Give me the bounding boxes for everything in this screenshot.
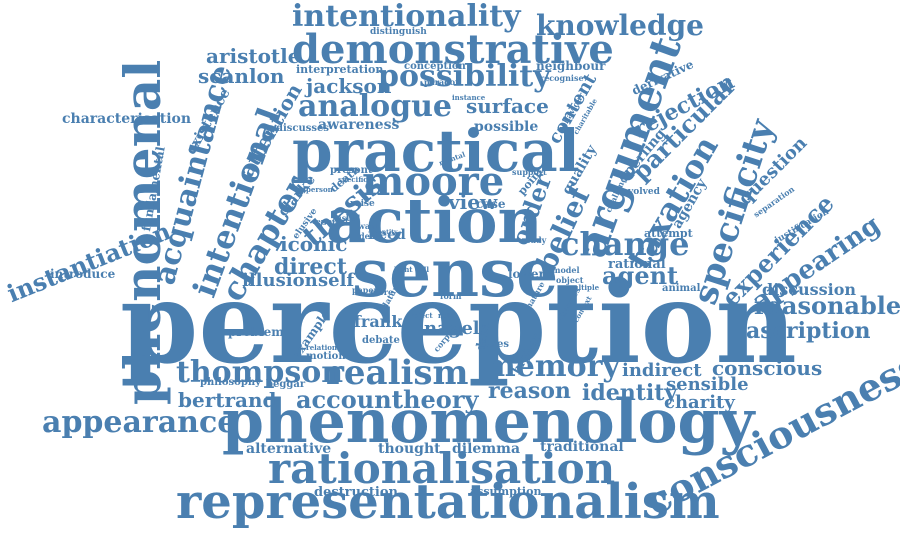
word-possible: possible (474, 119, 539, 135)
word-agent: agent (602, 261, 679, 290)
word-self: self (318, 270, 355, 291)
word-involved: involved (618, 187, 660, 197)
word-person: person (306, 185, 333, 194)
word-moore: moore (362, 158, 505, 205)
word-change: change (560, 225, 690, 263)
word-ascription: ascription (746, 318, 871, 344)
word-multiple: multiple (566, 283, 600, 292)
word-instance: instance (452, 93, 486, 102)
word-awareness: awareness (318, 117, 400, 133)
word-conception: conception (404, 61, 466, 72)
word-perception: perception (120, 258, 797, 389)
word-indirect: indirect (622, 360, 702, 381)
word-attempt: attempt (644, 227, 693, 240)
word-rationalisation: rationalisation (268, 444, 616, 493)
word-reject: reject (410, 311, 433, 320)
word-animal: animal (662, 283, 701, 294)
word-scanlon: scanlon (198, 64, 285, 88)
word-knowledge: knowledge (536, 9, 704, 42)
word-want: want (358, 221, 380, 231)
word-case: case (476, 197, 506, 211)
word-relation: relation (306, 343, 337, 352)
word-action: action (326, 184, 543, 257)
word-visual: visual (334, 213, 361, 223)
word-traditional: traditional (540, 439, 624, 455)
word-introduce: introduce (50, 267, 116, 281)
word-characterisation: characterisation (62, 111, 192, 127)
word-direct: direct (274, 254, 347, 280)
word-practical: practical (292, 117, 580, 185)
word-sensible: sensible (666, 374, 749, 395)
word-sortal: sortal (322, 217, 348, 227)
word-frank: frank (354, 312, 403, 331)
word-neighbour: neighbour (536, 59, 606, 73)
word-sense: sense (352, 234, 559, 312)
word-study: study (522, 235, 547, 245)
word-analogue: analogue (298, 89, 452, 124)
word-possibility: possibility (378, 59, 551, 94)
word-debate: debate (362, 335, 400, 346)
word-motion: motion (306, 351, 346, 362)
word-intentionality: intentionality (292, 0, 521, 34)
word-thought: thought (378, 441, 441, 457)
word-paradox: paradox (424, 77, 460, 87)
word-lower: lower (508, 267, 545, 281)
word-interpretation: interpretation (296, 63, 384, 76)
word-identity: identity (582, 380, 678, 406)
word-discussion: discussion (762, 280, 857, 299)
word-conscious: conscious (712, 356, 823, 380)
word-support: support (512, 167, 547, 177)
word-philosophy: philosophy (200, 377, 261, 388)
word-illusion: illusion (242, 270, 318, 291)
word-form: form (440, 291, 462, 301)
word-object: object (556, 275, 584, 285)
word-aristotle: aristotle (206, 44, 301, 68)
word-more: more (370, 287, 394, 297)
word-surface: surface (466, 94, 549, 118)
word-charity: charity (664, 392, 735, 413)
word-destruction: destruction (314, 485, 398, 500)
word-problem: problem (228, 325, 284, 339)
word-jackson: jackson (306, 74, 392, 98)
word-raise: raise (350, 199, 375, 209)
word-memory: memory (484, 349, 620, 384)
word-demonstrative: demonstrative (292, 26, 614, 73)
word-thompson: thompson (176, 355, 344, 390)
word-model: model (552, 265, 580, 275)
word-account: account (296, 385, 403, 414)
word-distinguish: distinguish (370, 27, 427, 37)
word-representationalism: representationalism (176, 474, 720, 530)
word-iconic: iconic (280, 232, 348, 256)
word-certain: certain (312, 217, 340, 226)
word-appearance: appearance (42, 405, 237, 440)
word-idea: idea (356, 231, 375, 241)
word-dilemma: dilemma (452, 441, 521, 457)
word-light-call: light call (394, 265, 430, 274)
word-nagel: nagel (424, 318, 480, 339)
word-rational: rational (608, 257, 666, 272)
word-entity: entity (378, 229, 398, 236)
word-phenomenology: phenomenology (222, 387, 755, 457)
word-assumption: assumption (470, 485, 542, 498)
word-bertrand: bertrand (178, 388, 277, 412)
word-present: present (330, 165, 373, 176)
word-taxes: taxes (480, 339, 510, 350)
word-view: view (448, 190, 498, 214)
word-realism: realism (326, 353, 469, 393)
word-theory: theory (392, 385, 479, 414)
word-reason: reason (488, 378, 571, 404)
word-specific: specific (338, 175, 368, 184)
word-recognise: recognise (540, 73, 584, 83)
word-reasonable: reasonable (754, 291, 900, 320)
word-role: role (438, 311, 454, 320)
word-beggar: beggar (266, 379, 306, 390)
word-alternative: alternative (246, 441, 332, 457)
word-paper: paper (352, 285, 378, 295)
word-need: need (368, 227, 406, 243)
word-discusses: discusses (276, 123, 330, 134)
